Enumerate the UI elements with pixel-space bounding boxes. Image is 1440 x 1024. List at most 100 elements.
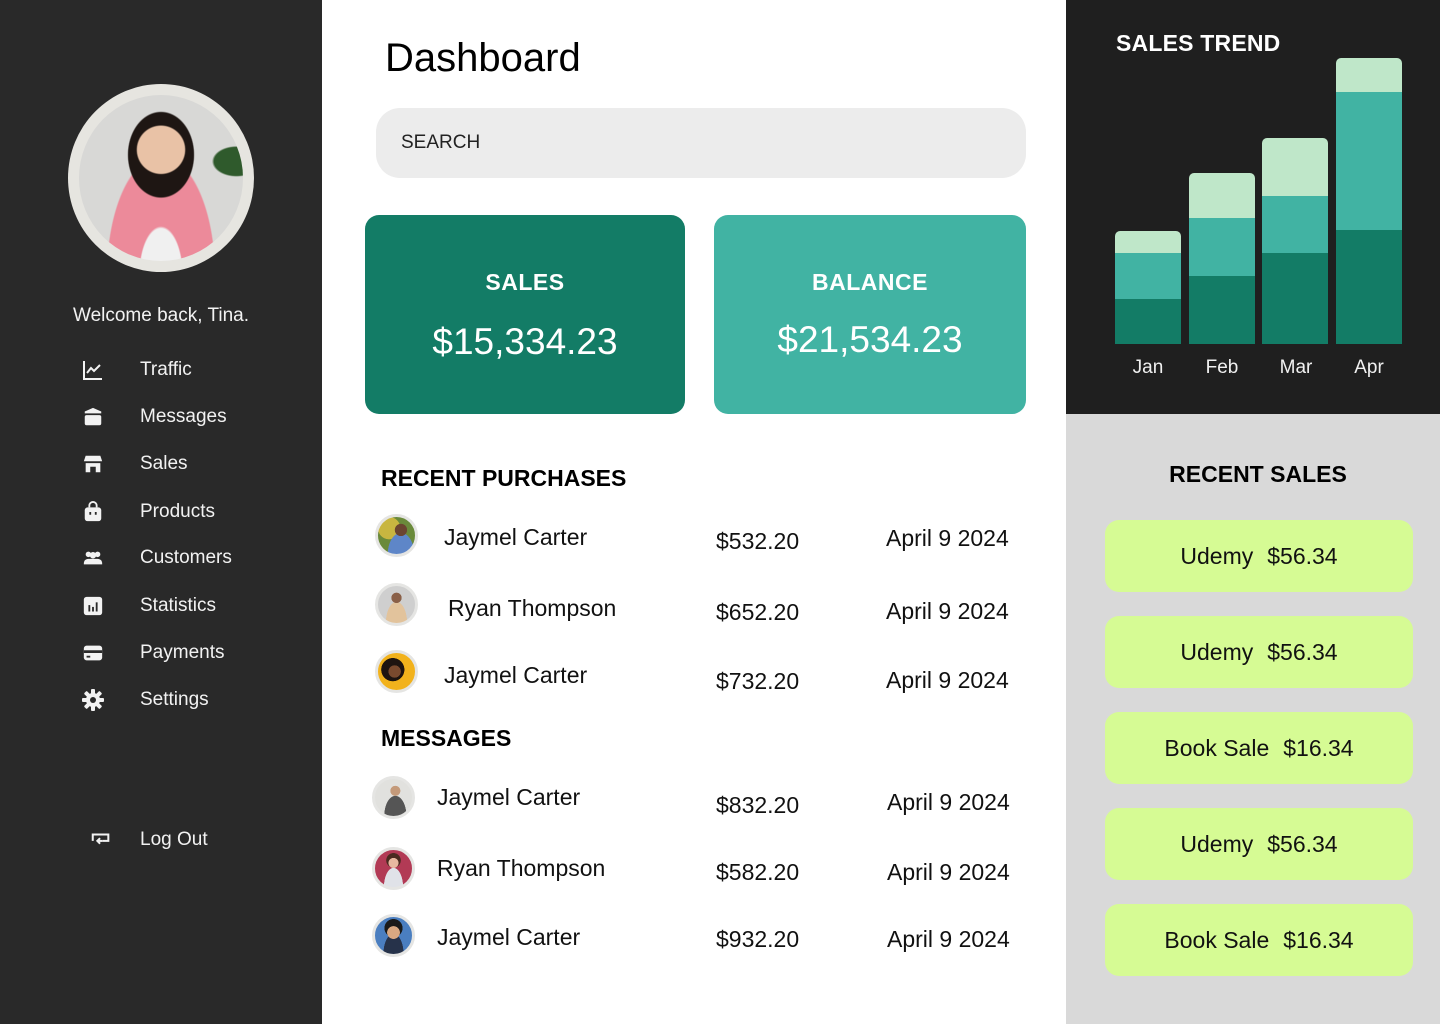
- sale-amount: $16.34: [1283, 734, 1354, 761]
- avatar: [375, 583, 418, 626]
- sidebar: Welcome back, Tina. Traffic Messages Sal…: [0, 0, 322, 1024]
- avatar: [375, 650, 418, 693]
- bar-chart-icon: [80, 593, 106, 619]
- purchase-date: April 9 2024: [886, 598, 1009, 624]
- avatar: [372, 914, 415, 957]
- sale-name: Udemy: [1180, 542, 1254, 569]
- sale-name: Book Sale: [1164, 926, 1270, 953]
- balance-card-label: BALANCE: [812, 269, 928, 295]
- sale-amount: $56.34: [1267, 542, 1338, 569]
- sidebar-item-statistics[interactable]: Statistics: [0, 586, 322, 626]
- purchase-amount: $532.20: [716, 528, 800, 554]
- x-axis-label: Jan: [1132, 357, 1164, 378]
- sale-amount: $16.34: [1283, 926, 1354, 953]
- logout-button[interactable]: Log Out: [0, 820, 322, 860]
- message-amount: $832.20: [716, 792, 800, 818]
- sidebar-item-label: Products: [140, 501, 215, 522]
- sidebar-item-label: Payments: [140, 642, 225, 663]
- message-date: April 9 2024: [887, 789, 1010, 815]
- message-amount: $582.20: [716, 859, 800, 885]
- sidebar-item-customers[interactable]: Customers: [0, 538, 322, 578]
- bar-segment: [1336, 58, 1402, 92]
- sidebar-item-label: Customers: [140, 547, 232, 568]
- bar-feb[interactable]: [1189, 173, 1255, 344]
- bar-segment: [1336, 230, 1402, 344]
- sidebar-item-label: Statistics: [140, 595, 217, 616]
- main-content: Dashboard SALES $15,334.23 BALANCE $21,5…: [322, 0, 1066, 1024]
- sale-amount: $56.34: [1267, 830, 1338, 857]
- purchase-row[interactable]: Jaymel Carter $732.20 April 9 2024: [322, 650, 1066, 700]
- x-axis-label: Feb: [1205, 357, 1239, 378]
- purchase-amount: $652.20: [716, 599, 800, 625]
- sender-name: Ryan Thompson: [437, 855, 606, 881]
- page-title: Dashboard: [385, 36, 581, 80]
- welcome-message: Welcome back, Tina.: [72, 305, 249, 326]
- bar-segment: [1189, 173, 1255, 218]
- recent-sale-item[interactable]: Book Sale $16.34: [1105, 904, 1413, 976]
- messages-title: MESSAGES: [381, 725, 512, 751]
- recent-sale-item[interactable]: Udemy $56.34: [1105, 616, 1413, 688]
- message-row[interactable]: Jaymel Carter $832.20 April 9 2024: [322, 776, 1066, 826]
- customer-name: Jaymel Carter: [444, 524, 588, 550]
- sidebar-item-messages[interactable]: Messages: [0, 397, 322, 437]
- customer-name: Jaymel Carter: [444, 662, 588, 688]
- bar-segment: [1189, 276, 1255, 344]
- shopping-bag-icon: [80, 499, 106, 525]
- recent-sales-title: RECENT SALES: [1169, 461, 1347, 487]
- bar-segment: [1189, 218, 1255, 276]
- sidebar-item-sales[interactable]: Sales: [0, 444, 322, 484]
- sale-name: Udemy: [1180, 638, 1254, 665]
- bar-segment: [1262, 138, 1328, 196]
- x-axis-label: Mar: [1279, 357, 1313, 378]
- message-amount: $932.20: [716, 926, 800, 952]
- bar-mar[interactable]: [1262, 138, 1328, 344]
- sender-name: Jaymel Carter: [437, 784, 581, 810]
- store-icon: [80, 451, 106, 477]
- bar-segment: [1115, 231, 1181, 253]
- recent-sale-item[interactable]: Book Sale $16.34: [1105, 712, 1413, 784]
- bar-segment: [1115, 253, 1181, 299]
- sales-card-value: $15,334.23: [432, 321, 618, 362]
- recent-sale-item[interactable]: Udemy $56.34: [1105, 520, 1413, 592]
- balance-card[interactable]: BALANCE $21,534.23: [714, 215, 1026, 414]
- message-row[interactable]: Ryan Thompson $582.20 April 9 2024: [322, 847, 1066, 897]
- profile-photo: [79, 95, 243, 261]
- bar-jan[interactable]: [1115, 231, 1181, 344]
- avatar: [372, 847, 415, 890]
- sales-trend-title: SALES TREND: [1116, 30, 1281, 56]
- inbox-icon: [80, 404, 106, 430]
- purchase-row[interactable]: Ryan Thompson $652.20 April 9 2024: [322, 583, 1066, 633]
- bar-segment: [1336, 92, 1402, 230]
- sidebar-item-label: Settings: [140, 689, 209, 710]
- purchase-date: April 9 2024: [886, 667, 1009, 693]
- sidebar-item-products[interactable]: Products: [0, 492, 322, 532]
- purchase-date: April 9 2024: [886, 525, 1009, 551]
- message-row[interactable]: Jaymel Carter $932.20 April 9 2024: [322, 914, 1066, 964]
- sale-amount: $56.34: [1267, 638, 1338, 665]
- avatar: [375, 514, 418, 557]
- bar-segment: [1262, 253, 1328, 344]
- sidebar-item-payments[interactable]: Payments: [0, 633, 322, 673]
- search-input[interactable]: [376, 108, 1026, 178]
- bar-apr[interactable]: [1336, 58, 1402, 344]
- sidebar-item-label: Sales: [140, 453, 188, 474]
- sale-name: Udemy: [1180, 830, 1254, 857]
- x-axis-label: Apr: [1354, 357, 1384, 378]
- sidebar-item-traffic[interactable]: Traffic: [0, 350, 322, 390]
- avatar: [372, 776, 415, 819]
- recent-sales-panel: RECENT SALES Udemy $56.34 Udemy $56.34 B…: [1066, 414, 1440, 1024]
- recent-purchases-title: RECENT PURCHASES: [381, 465, 627, 491]
- sales-card[interactable]: SALES $15,334.23: [365, 215, 685, 414]
- sales-card-label: SALES: [485, 269, 565, 295]
- purchase-amount: $732.20: [716, 668, 800, 694]
- logout-icon: [88, 827, 114, 853]
- message-date: April 9 2024: [887, 926, 1010, 952]
- customer-name: Ryan Thompson: [448, 595, 617, 621]
- profile-avatar[interactable]: [68, 84, 254, 272]
- purchase-row[interactable]: Jaymel Carter $532.20 April 9 2024: [322, 514, 1066, 564]
- sidebar-item-settings[interactable]: Settings: [0, 680, 322, 720]
- bar-segment: [1262, 196, 1328, 253]
- recent-sale-item[interactable]: Udemy $56.34: [1105, 808, 1413, 880]
- line-chart-icon: [80, 357, 106, 383]
- balance-card-value: $21,534.23: [777, 319, 963, 360]
